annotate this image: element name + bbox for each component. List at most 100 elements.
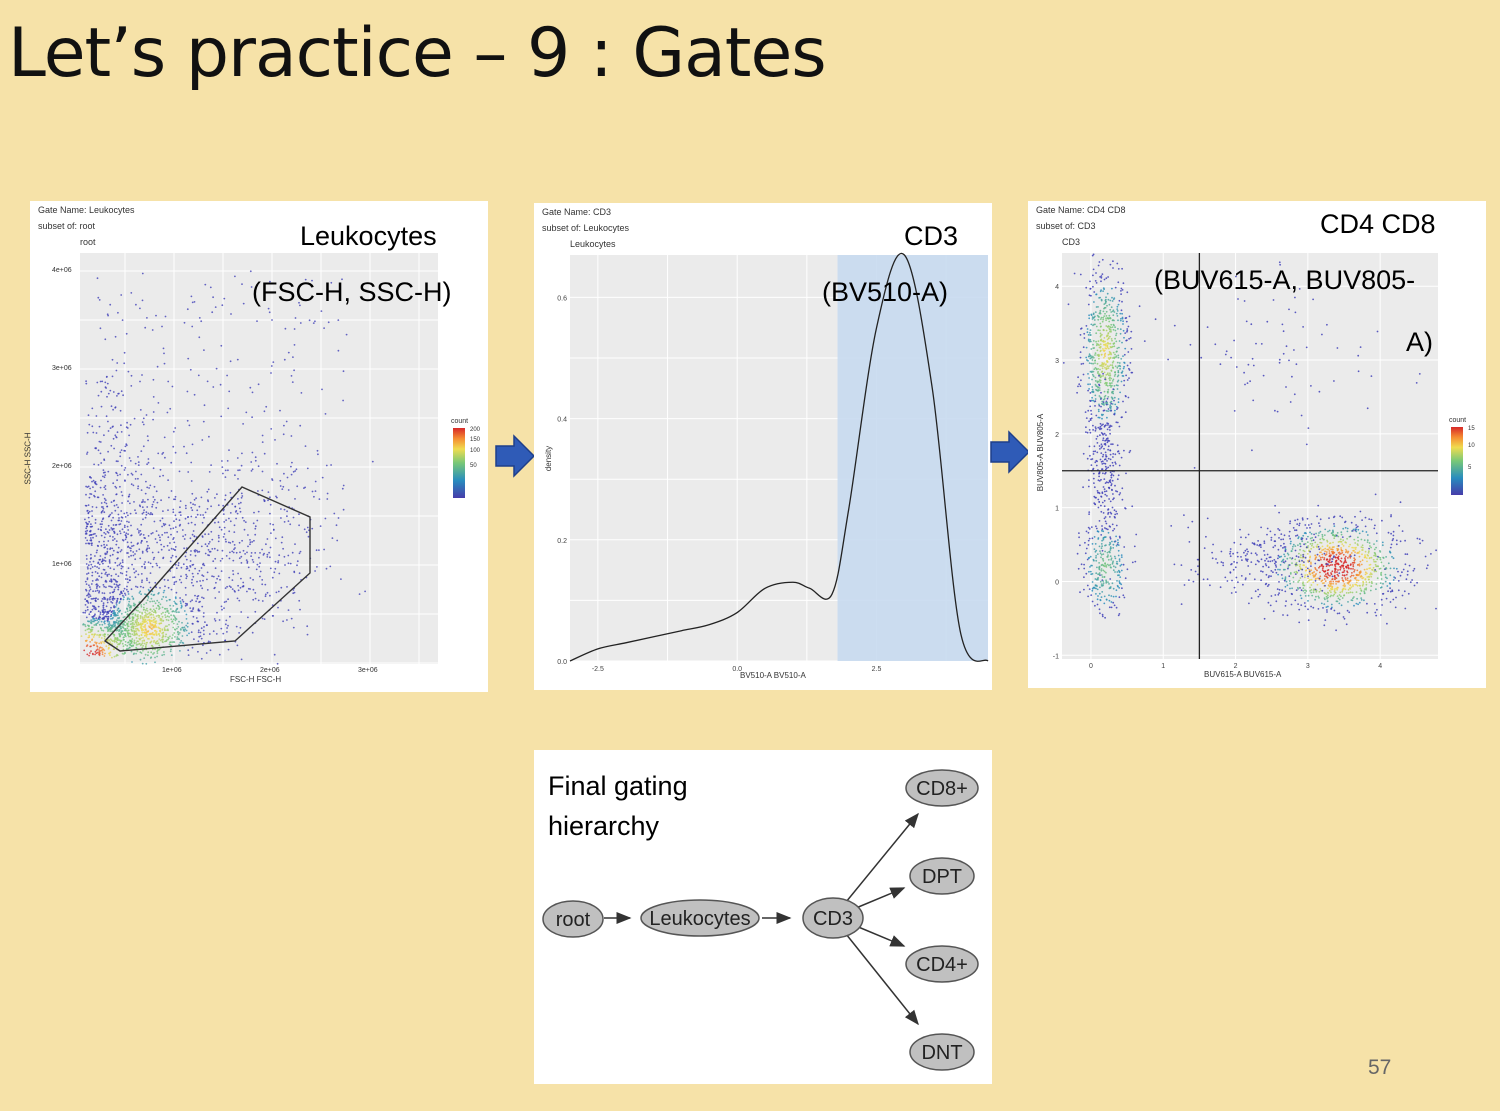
data-point (107, 565, 110, 568)
data-point (1095, 464, 1098, 467)
data-point (226, 460, 229, 462)
subset-of: subset of: Leukocytes (542, 223, 630, 233)
data-point (1122, 329, 1125, 332)
data-point (86, 594, 88, 597)
data-point (1299, 587, 1301, 589)
data-point (371, 460, 374, 463)
data-point (1129, 449, 1132, 452)
data-point (1332, 594, 1334, 597)
data-point (84, 609, 87, 612)
data-point (92, 431, 95, 434)
data-point (1401, 530, 1404, 532)
data-point (216, 493, 218, 496)
data-point (174, 514, 177, 517)
data-point (1095, 549, 1098, 552)
data-point (133, 634, 135, 637)
data-point (98, 440, 101, 443)
data-point (1344, 557, 1346, 560)
data-point (1112, 464, 1115, 467)
data-point (103, 531, 106, 534)
data-point (283, 472, 285, 475)
data-point (193, 498, 196, 501)
data-point (1107, 298, 1110, 301)
data-point (211, 538, 214, 541)
data-point (251, 451, 254, 454)
data-point (1118, 587, 1121, 589)
data-point (1122, 563, 1125, 566)
data-point (1085, 530, 1088, 533)
data-point (1092, 324, 1094, 327)
data-point (237, 469, 240, 472)
data-point (1315, 595, 1317, 598)
data-point (170, 618, 173, 621)
data-point (168, 524, 171, 527)
data-point (94, 522, 97, 524)
data-point (331, 537, 334, 539)
data-point (183, 610, 186, 612)
data-point (1230, 592, 1233, 594)
data-point (231, 540, 234, 543)
data-point (91, 566, 94, 568)
data-point (175, 555, 178, 558)
data-point (214, 557, 217, 560)
data-point (1409, 581, 1412, 584)
data-point (226, 631, 228, 633)
data-point (1319, 551, 1321, 554)
data-point (158, 566, 161, 569)
data-point (1095, 555, 1097, 557)
data-point (1235, 576, 1238, 579)
data-point (1280, 555, 1283, 558)
data-point (107, 420, 109, 423)
data-point (1110, 601, 1113, 603)
data-point (1374, 493, 1377, 496)
data-point (1294, 573, 1297, 575)
data-point (90, 563, 93, 566)
data-point (1089, 370, 1092, 373)
data-point (131, 473, 134, 476)
data-point (1090, 464, 1093, 466)
data-point (1229, 571, 1232, 574)
data-point (1356, 597, 1358, 600)
data-point (124, 624, 126, 627)
data-point (1109, 449, 1112, 452)
data-point (191, 622, 194, 625)
data-point (1121, 316, 1124, 319)
data-point (1079, 356, 1082, 359)
data-point (1120, 317, 1122, 320)
data-point (102, 613, 104, 616)
data-point (161, 325, 163, 328)
data-point (88, 530, 91, 533)
data-point (1340, 595, 1342, 598)
data-point (169, 560, 172, 563)
data-point (1240, 556, 1242, 558)
data-point (181, 599, 184, 601)
data-point (1093, 536, 1096, 538)
data-point (164, 607, 167, 610)
data-point (150, 532, 153, 535)
data-point (1092, 340, 1095, 342)
data-point (109, 303, 112, 306)
data-point (1109, 541, 1111, 544)
data-point (286, 586, 288, 588)
data-point (1266, 527, 1269, 530)
data-point (83, 649, 86, 652)
data-point (1088, 556, 1090, 559)
data-point (111, 426, 114, 428)
data-point (1350, 521, 1353, 524)
data-point (1102, 453, 1105, 456)
data-point (1109, 432, 1111, 435)
data-point (91, 639, 93, 642)
data-point (135, 512, 137, 515)
data-point (1123, 353, 1126, 356)
data-point (180, 640, 183, 642)
data-point (294, 470, 297, 472)
data-point (1302, 581, 1304, 584)
data-point (98, 591, 100, 594)
data-point (240, 496, 243, 499)
data-point (119, 627, 122, 630)
data-point (1341, 571, 1344, 574)
data-point (254, 597, 257, 600)
data-point (1370, 573, 1373, 576)
data-point (134, 509, 136, 512)
data-point (1094, 380, 1097, 382)
